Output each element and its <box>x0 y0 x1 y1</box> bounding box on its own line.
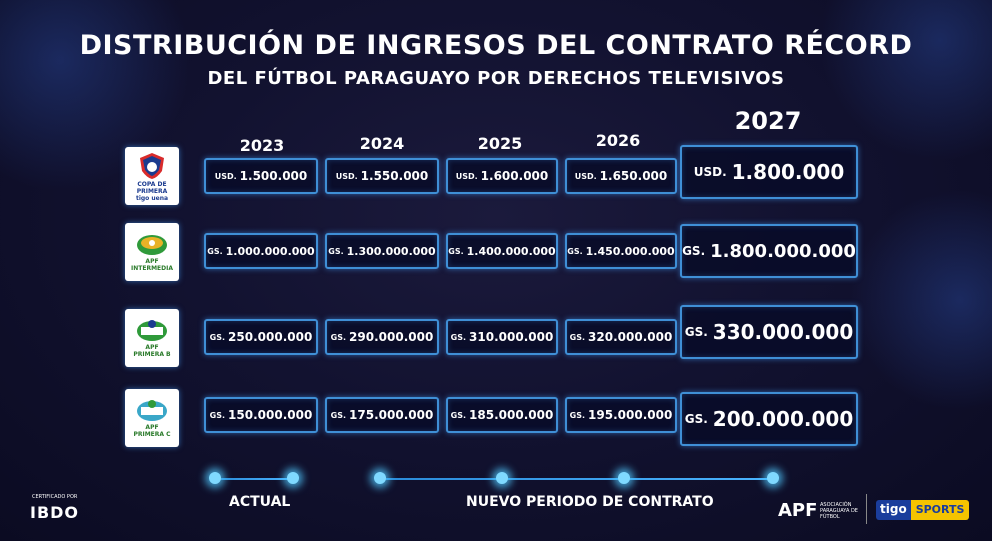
value-cell: GS. 175.000.000 <box>325 397 439 433</box>
timeline-new-line <box>380 478 774 480</box>
logo-title: APF <box>145 344 159 351</box>
value-cell: USD. 1.600.000 <box>446 158 558 194</box>
year-2023: 2023 <box>239 136 285 155</box>
value-cell: GS. 310.000.000 <box>446 319 558 355</box>
logo-title: APF <box>145 258 159 265</box>
logo-title: APF <box>145 424 159 431</box>
timeline-dot <box>618 472 630 484</box>
tigo-label: tigo <box>876 500 911 520</box>
sports-label: SPORTS <box>910 500 970 520</box>
value-cell: GS. 150.000.000 <box>204 397 318 433</box>
tigo-sports-logo: tigo SPORTS <box>876 500 970 520</box>
logo-subtitle: tigo uena <box>135 194 169 202</box>
value-cell: GS. 195.000.000 <box>565 397 677 433</box>
logo-subtitle: INTERMEDIA <box>131 265 173 272</box>
year-2025: 2025 <box>477 134 523 153</box>
logo-subtitle: PRIMERA C <box>133 431 171 438</box>
shield-icon <box>140 152 164 179</box>
timeline-label-nuevo: NUEVO PERIODO DE CONTRATO <box>466 494 714 510</box>
page-subtitle: DEL FÚTBOL PARAGUAYO POR DERECHOS TELEVI… <box>207 68 785 89</box>
timeline-actual-line <box>215 478 293 480</box>
value-cell: GS. 250.000.000 <box>204 319 318 355</box>
certified-label: CERTIFICADO POR <box>32 494 78 500</box>
logo-title: COPA DE PRIMERA <box>136 180 168 195</box>
value-cell: GS. 320.000.000 <box>565 319 677 355</box>
timeline-dot <box>287 472 299 484</box>
field-icon <box>137 235 167 255</box>
primera-b-logo: APF PRIMERA B <box>125 309 179 367</box>
value-cell-highlight: GS. 1.800.000.000 <box>680 224 858 278</box>
value-cell: GS. 1.400.000.000 <box>446 233 558 269</box>
value-cell: GS. 1.300.000.000 <box>325 233 439 269</box>
intermedia-logo: APF INTERMEDIA <box>125 223 179 281</box>
timeline-dot <box>767 472 779 484</box>
year-2026: 2026 <box>595 131 641 150</box>
timeline-dot <box>209 472 221 484</box>
timeline-dot <box>496 472 508 484</box>
footer-divider <box>866 494 867 524</box>
bdo-logo: IBDO <box>30 503 80 522</box>
value-cell: USD. 1.650.000 <box>565 158 677 194</box>
year-2027: 2027 <box>734 107 802 135</box>
copa-de-primera-logo: COPA DE PRIMERA tigo uena <box>125 147 179 205</box>
value-cell-highlight: GS. 330.000.000 <box>680 305 858 359</box>
page-title: DISTRIBUCIÓN DE INGRESOS DEL CONTRATO RÉ… <box>79 30 913 61</box>
timeline-dot <box>374 472 386 484</box>
timeline-label-actual: ACTUAL <box>229 494 291 510</box>
year-2024: 2024 <box>359 134 405 153</box>
field-icon <box>137 400 167 421</box>
logo-subtitle: PRIMERA B <box>133 351 171 358</box>
value-cell: GS. 1.450.000.000 <box>565 233 677 269</box>
apf-logo: APF <box>778 500 818 521</box>
value-cell: USD. 1.550.000 <box>325 158 439 194</box>
value-cell: USD. 1.500.000 <box>204 158 318 194</box>
value-cell-highlight: GS. 200.000.000 <box>680 392 858 446</box>
apf-full-name: ASOCIACIÓN PARAGUAYA DE FÚTBOL <box>820 502 858 520</box>
value-cell: GS. 290.000.000 <box>325 319 439 355</box>
value-cell: GS. 185.000.000 <box>446 397 558 433</box>
primera-c-logo: APF PRIMERA C <box>125 389 179 447</box>
value-cell-highlight: USD. 1.800.000 <box>680 145 858 199</box>
value-cell: GS. 1.000.000.000 <box>204 233 318 269</box>
field-icon <box>137 320 167 341</box>
